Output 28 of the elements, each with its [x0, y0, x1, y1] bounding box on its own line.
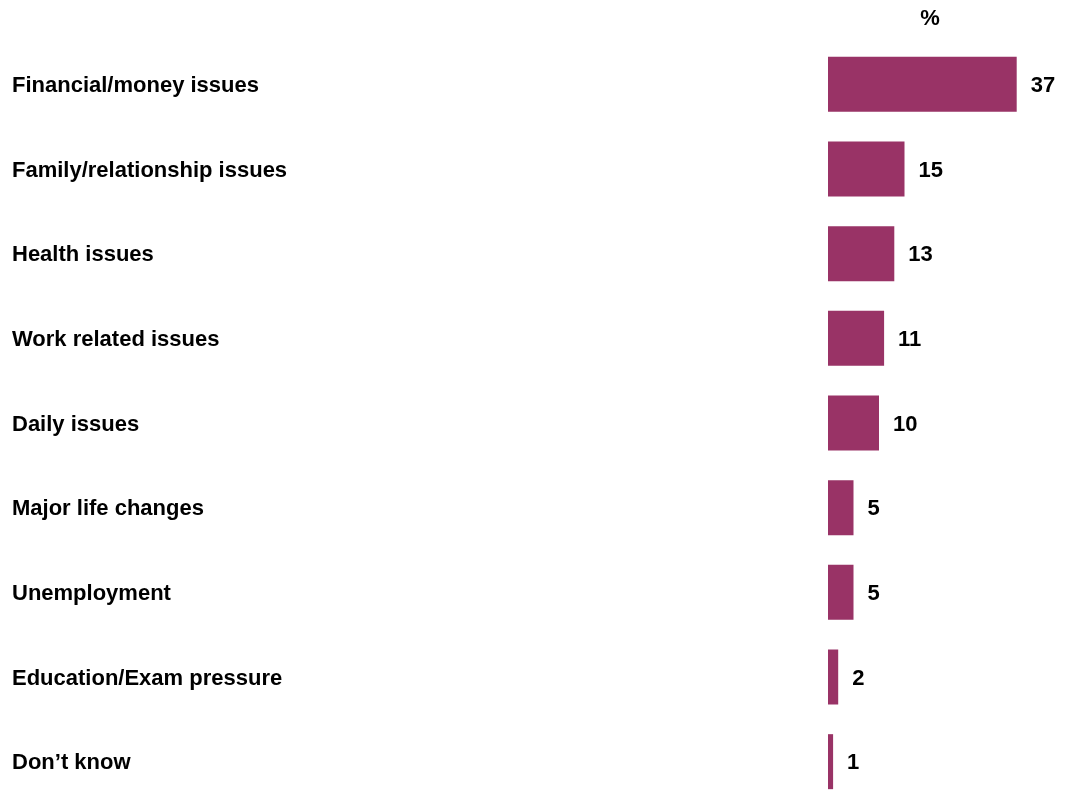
bar — [828, 564, 854, 620]
data-label: 37 — [1030, 71, 1056, 97]
bar — [828, 395, 879, 451]
y-tick-label: Work related issues — [12, 325, 220, 351]
bar — [828, 141, 905, 197]
y-tick-label: Education/Exam pressure — [12, 664, 283, 690]
y-tick-label: Daily issues — [12, 410, 140, 436]
y-tick-label: Health issues — [12, 241, 154, 267]
bar — [828, 310, 885, 366]
x-axis-title: % — [920, 4, 940, 30]
y-tick-label: Don’t know — [12, 749, 132, 775]
data-label: 11 — [898, 325, 922, 351]
y-tick-label: Unemployment — [12, 579, 172, 605]
bar — [828, 480, 854, 536]
data-label: 5 — [867, 579, 880, 605]
data-label: 15 — [918, 156, 943, 182]
data-label: 1 — [847, 749, 860, 775]
data-label: 5 — [867, 495, 880, 521]
data-label: 2 — [852, 664, 865, 690]
bar — [828, 734, 834, 790]
y-tick-label: Financial/money issues — [12, 71, 259, 97]
y-tick-label: Family/relationship issues — [12, 156, 288, 182]
data-label: 10 — [893, 410, 918, 436]
bar — [828, 56, 1017, 112]
bar — [828, 226, 895, 282]
data-label: 13 — [908, 241, 933, 267]
y-tick-label: Major life changes — [12, 495, 204, 521]
bar — [828, 649, 839, 705]
